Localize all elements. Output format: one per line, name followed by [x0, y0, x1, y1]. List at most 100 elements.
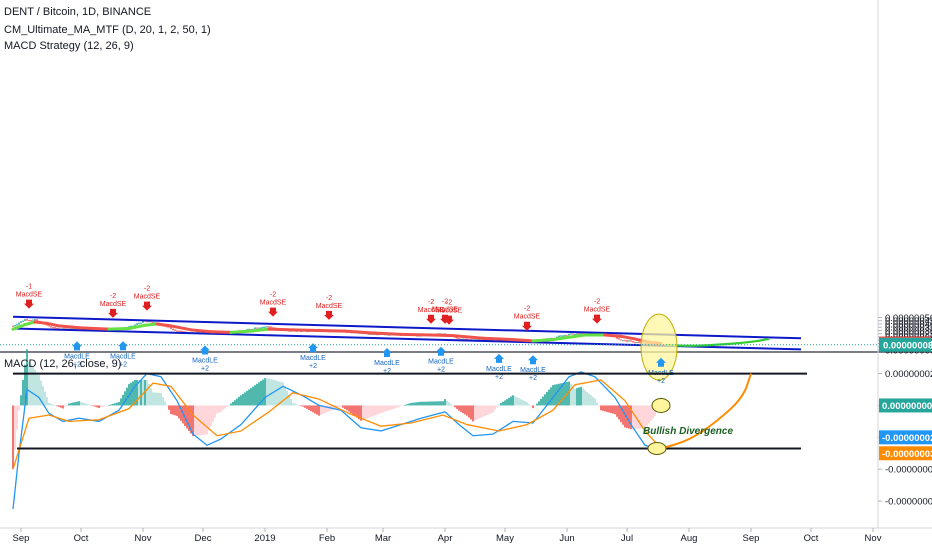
- histogram-bar: [32, 366, 34, 406]
- price-marker-badge: [879, 337, 931, 352]
- candle-body: [48, 325, 50, 327]
- histogram-bar: [384, 405, 386, 412]
- time-tick-label: Nov: [135, 533, 152, 544]
- histogram-bar: [630, 405, 632, 430]
- histogram-bar: [142, 379, 144, 406]
- buy-signal-arrow: [656, 357, 666, 367]
- histogram-bar: [478, 405, 480, 419]
- histogram-bar: [448, 402, 450, 406]
- histogram-bar: [230, 403, 232, 406]
- histogram-bar: [158, 392, 160, 406]
- histogram-bar: [528, 404, 530, 406]
- histogram-bar: [606, 405, 608, 412]
- histogram-bar: [120, 398, 122, 406]
- ma-line-group: [11, 320, 663, 345]
- histogram-bar: [328, 405, 330, 412]
- histogram-bar: [240, 395, 242, 406]
- histogram-bar: [192, 405, 194, 437]
- ma-segment: [169, 324, 193, 332]
- histogram-bar: [442, 401, 444, 406]
- histogram-bar: [18, 405, 20, 411]
- candle-body: [618, 338, 620, 340]
- histogram-bar: [206, 405, 208, 435]
- ma-segment: [11, 323, 27, 331]
- candle-body: [258, 327, 260, 329]
- histogram-bar: [304, 405, 306, 408]
- ma-segment: [23, 320, 37, 327]
- histogram-bar: [242, 393, 244, 406]
- macd-strategy-legend[interactable]: MACD Strategy (12, 26, 9): [4, 40, 134, 52]
- histogram-bar: [52, 404, 54, 406]
- sell-signal-qty: -1: [26, 284, 32, 291]
- histogram-bar: [404, 404, 406, 406]
- histogram-bar: [216, 405, 218, 414]
- histogram-bar: [580, 386, 582, 406]
- candle-body: [34, 319, 36, 321]
- candle-body: [18, 322, 20, 325]
- histogram-bar: [356, 405, 358, 418]
- histogram-bar: [310, 405, 312, 412]
- buy-signal-label: MacdLE: [520, 367, 546, 374]
- histogram-bar: [86, 403, 88, 406]
- histogram-bar: [584, 390, 586, 406]
- histogram-bar: [604, 405, 606, 412]
- histogram-bar: [574, 388, 576, 406]
- price-marker-label: 0.00000008: [883, 340, 932, 351]
- sell-signal-arrow: [592, 314, 602, 324]
- ma-segment: [343, 329, 377, 335]
- histogram-bar: [454, 405, 456, 408]
- ma-segment: [451, 334, 485, 340]
- histogram-bar: [288, 394, 290, 406]
- candle-body: [262, 327, 264, 329]
- histogram-bar: [200, 405, 202, 436]
- histogram-bar: [266, 378, 268, 406]
- candle-body: [176, 330, 178, 332]
- buy-signal-qty: +2: [529, 375, 537, 382]
- histogram-bar: [352, 405, 354, 415]
- histogram-bar: [450, 403, 452, 406]
- histogram-bar: [420, 401, 422, 406]
- ma-segment: [79, 326, 111, 331]
- histogram-bar: [608, 405, 610, 413]
- candle-body: [368, 333, 370, 335]
- histogram-bar: [542, 396, 544, 406]
- histogram-bar: [418, 402, 420, 406]
- candle-body: [376, 334, 378, 336]
- macd-tick-label: 0.00000002: [885, 369, 932, 380]
- histogram-bar: [594, 398, 596, 406]
- ma-segment: [373, 331, 403, 336]
- histogram-bar: [564, 382, 566, 406]
- histogram-bar: [234, 400, 236, 406]
- histogram-bar: [112, 403, 114, 406]
- time-tick-label: 2019: [254, 533, 275, 544]
- histogram-bar: [586, 391, 588, 406]
- symbol-legend[interactable]: DENT / Bitcoin, 1D, BINANCE: [4, 6, 152, 18]
- histogram-bar: [256, 383, 258, 406]
- histogram-bar: [24, 364, 26, 406]
- sell-signal-label: MacdSE: [134, 294, 161, 301]
- histogram-bar: [318, 405, 320, 416]
- buy-signal-arrow: [118, 341, 128, 351]
- sell-signal-qty: -2: [446, 300, 452, 307]
- histogram-bar: [210, 405, 212, 427]
- histogram-bar: [102, 405, 104, 407]
- histogram-bar: [500, 403, 502, 406]
- ma-indicator-legend[interactable]: CM_Ultimate_MA_MTF (D, 20, 1, 2, 50, 1): [4, 24, 211, 36]
- histogram-bar: [28, 361, 30, 406]
- histogram-bar: [322, 405, 324, 414]
- histogram-bar: [530, 405, 532, 407]
- macd-pane-legend[interactable]: MACD (12, 26, close, 9): [4, 358, 122, 370]
- histogram-bar: [490, 405, 492, 414]
- candle-body: [566, 335, 568, 337]
- histogram-bar: [34, 369, 36, 406]
- histogram-bar: [226, 405, 228, 407]
- histogram-bar: [252, 386, 254, 406]
- histogram-bar: [460, 405, 462, 412]
- histogram-bar: [556, 384, 558, 406]
- histogram-bar: [428, 401, 430, 406]
- price-tick-label: 0.00000050: [885, 313, 932, 324]
- histogram-bar: [22, 379, 24, 406]
- sell-signal-label: MacdSE: [432, 307, 459, 314]
- histogram-bar: [408, 403, 410, 406]
